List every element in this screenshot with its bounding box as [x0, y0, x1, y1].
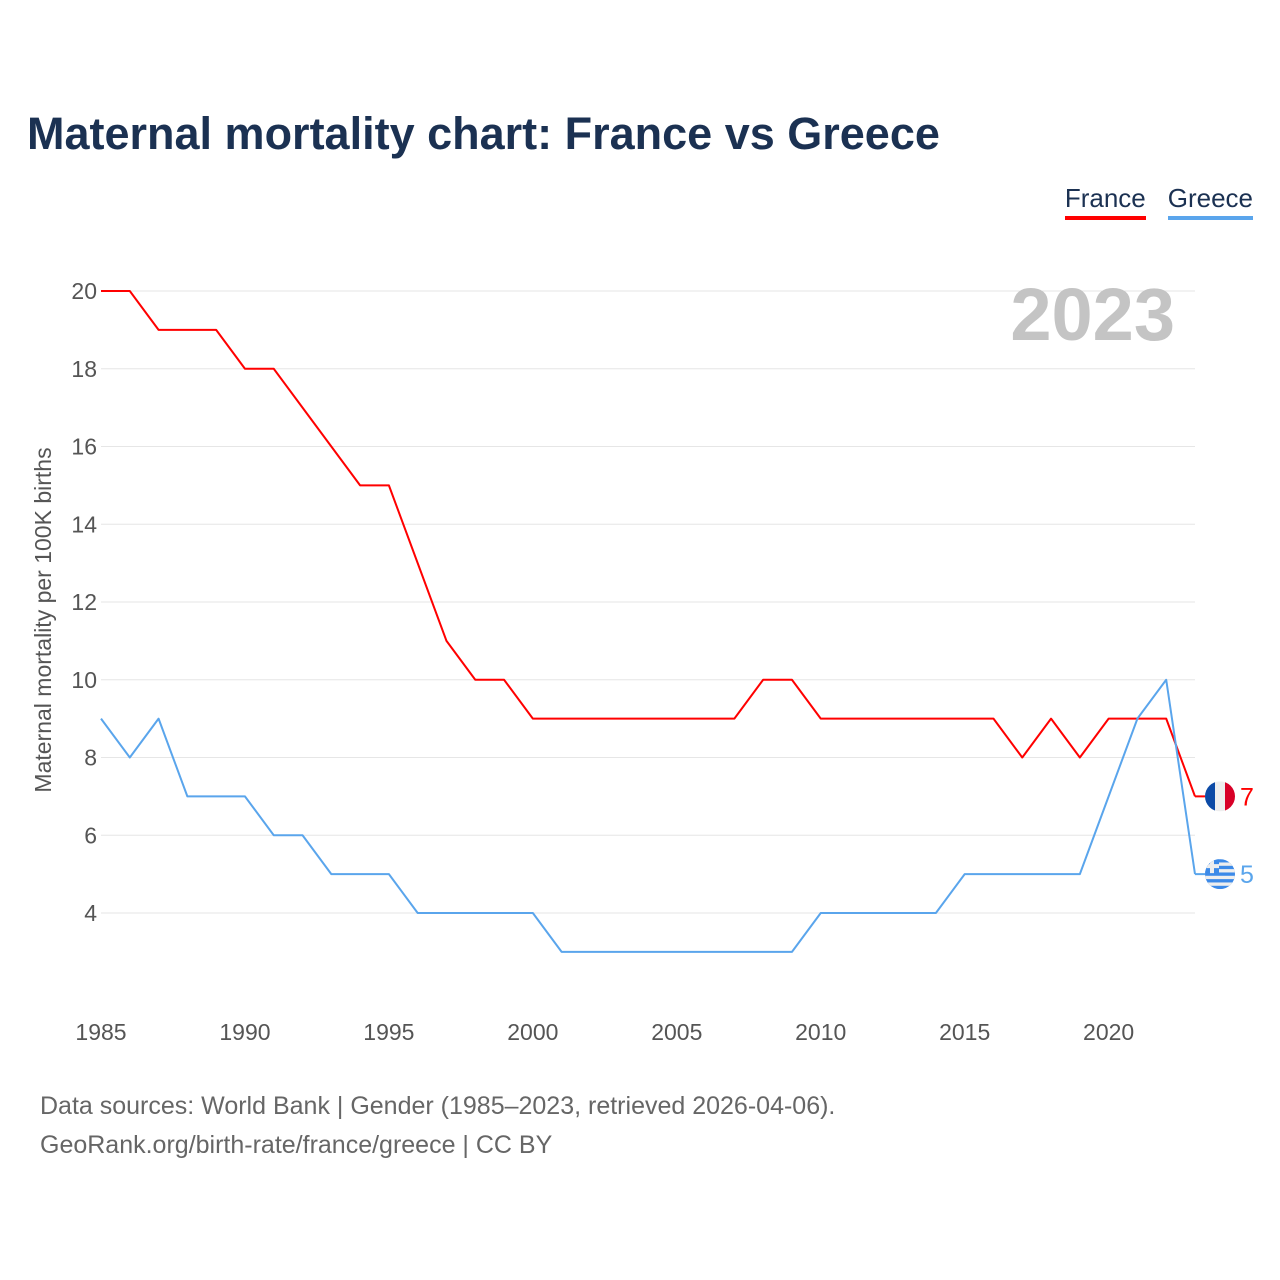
x-tick-label: 2010 [795, 1019, 846, 1045]
greece-flag-icon [1205, 859, 1235, 890]
y-tick-label: 20 [71, 278, 97, 304]
y-tick-label: 18 [71, 356, 97, 382]
footer: Data sources: World Bank | Gender (1985–… [40, 1087, 835, 1165]
x-tick-label: 2020 [1083, 1019, 1134, 1045]
x-tick-label: 2015 [939, 1019, 990, 1045]
legend-greece[interactable]: Greece [1167, 183, 1253, 220]
end-value-label: 7 [1240, 783, 1254, 811]
x-tick-label: 1990 [219, 1019, 270, 1045]
chart-title: Maternal mortality chart: France vs Gree… [27, 108, 940, 159]
y-tick-label: 12 [71, 589, 97, 615]
footer-url[interactable]: GeoRank.org/birth-rate/france/greece | C… [40, 1131, 553, 1159]
legend-france[interactable]: France [1064, 183, 1146, 220]
end-value-label: 5 [1240, 861, 1254, 889]
france-flag-icon [1205, 781, 1235, 812]
x-tick-label: 1985 [75, 1019, 126, 1045]
y-tick-label: 8 [84, 745, 97, 771]
footer-sources: Data sources: World Bank | Gender (1985–… [40, 1092, 836, 1120]
series-line-france [101, 290, 1196, 797]
series-line-greece [100, 678, 1196, 953]
y-tick-label: 4 [84, 900, 97, 926]
x-tick-label: 2000 [507, 1019, 558, 1045]
y-tick-label: 14 [71, 511, 97, 537]
y-tick-label: 6 [84, 822, 97, 848]
year-watermark: 2023 [1010, 273, 1175, 356]
y-tick-label: 16 [71, 434, 97, 460]
y-tick-label: 10 [71, 667, 97, 693]
x-tick-label: 1995 [363, 1019, 414, 1045]
y-axis-label: Maternal mortality per 100K births [30, 447, 56, 792]
x-tick-label: 2005 [651, 1019, 702, 1045]
legend: France Greece [1064, 183, 1253, 220]
